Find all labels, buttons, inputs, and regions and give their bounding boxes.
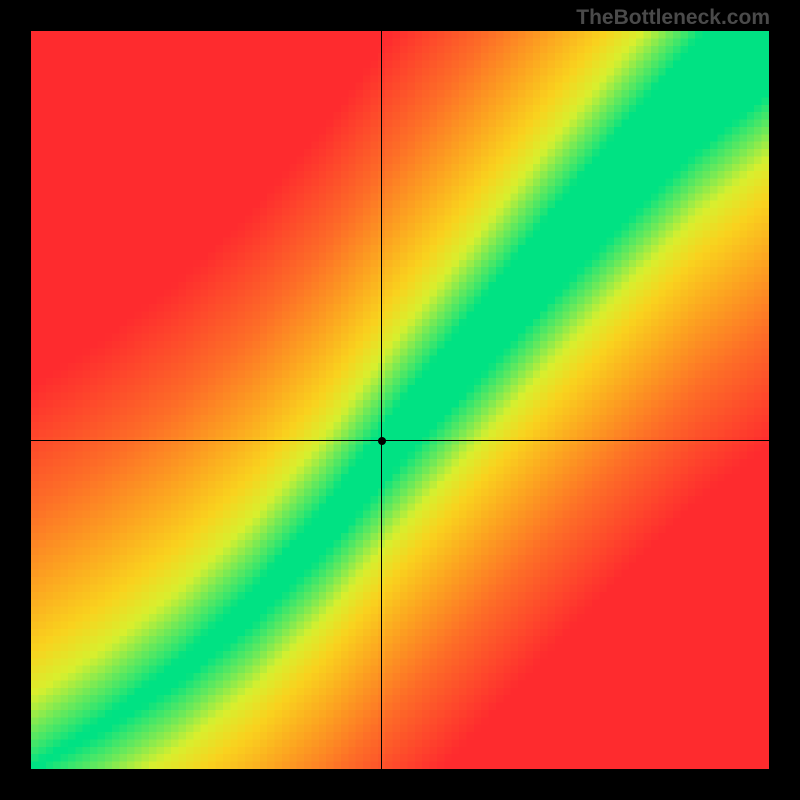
crosshair-horizontal [31, 440, 769, 441]
crosshair-marker [378, 437, 386, 445]
chart-container: { "meta": { "source_label": "TheBottlene… [0, 0, 800, 800]
crosshair-vertical [381, 31, 382, 769]
watermark-label: TheBottleneck.com [576, 6, 770, 30]
bottleneck-heatmap [31, 31, 769, 769]
